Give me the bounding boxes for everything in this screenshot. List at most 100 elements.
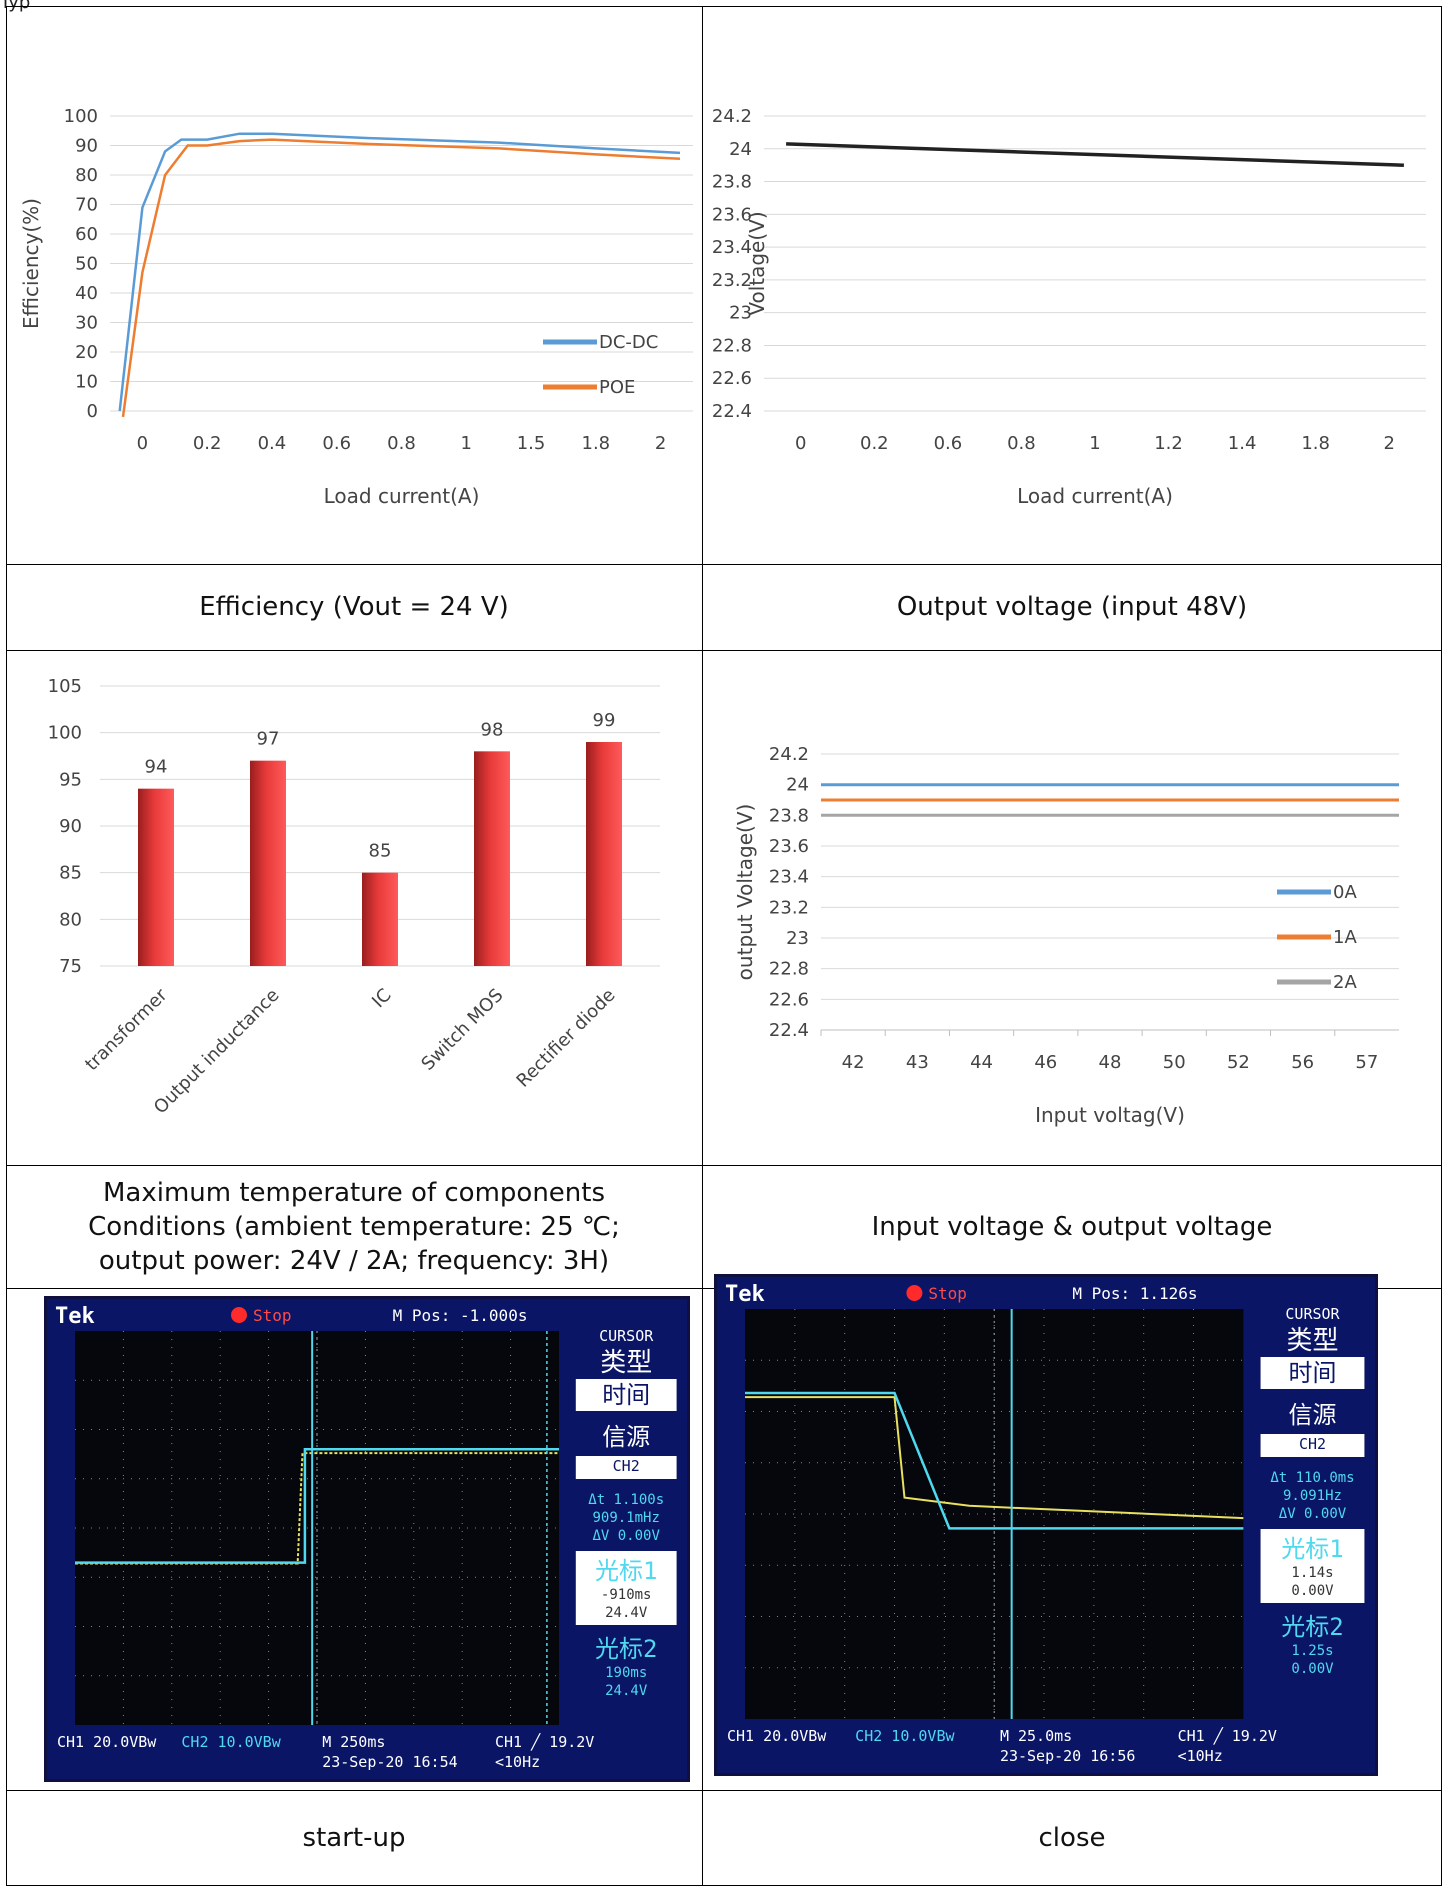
y-tick-label: 22.4 [769,1020,809,1041]
y-tick-label: 90 [59,816,82,837]
menu-type-label: 类型 [600,1348,652,1378]
menu-type-value: 时间 [1288,1359,1336,1387]
x-tick-label: 0 [795,433,806,454]
scope-state: Stop [928,1284,967,1303]
y-tick-label: 23.8 [712,172,752,193]
scope-mpos: M Pos: -1.000s [393,1306,528,1325]
ch1-scale: CH1 20.0VBw [727,1727,827,1745]
x-tick-label: 1 [1089,433,1100,454]
output-voltage-chart-cell: 22.4 22.6 22.8 23 23.2 23.4 23.6 23.8 24 24.2 0 0.2… [704,8,1440,562]
y-axis-label: output Voltage(V) [733,804,757,981]
y-tick-label: 80 [59,909,82,930]
cursor-delta-t: Δt 110.0ms [1270,1470,1354,1486]
menu-source-value-box [1260,1434,1365,1457]
menu-source-label: 信源 [1288,1401,1336,1429]
table-column-divider [702,6,703,1886]
y-tick-label: 105 [48,676,82,697]
y-tick-label: 10 [75,372,98,393]
legend-label: POE [599,377,635,398]
y-tick-label: 20 [75,342,98,363]
y-tick-label: 85 [59,863,82,884]
bar [250,760,286,966]
trigger-rate: <10Hz [1178,1747,1223,1765]
series-line-0 [118,132,681,412]
bar [362,872,398,966]
scope-date: 23-Sep-20 16:54 [322,1753,457,1771]
y-tick-label: 22.8 [712,335,752,356]
y-tick-label: 90 [75,136,98,157]
scope-mpos: M Pos: 1.126s [1072,1284,1197,1303]
x-tick-label: 50 [1163,1052,1186,1073]
legend-label: 0A [1333,882,1357,903]
y-tick-label: 100 [64,106,98,127]
table-row-divider [6,650,1442,651]
stop-indicator-icon [231,1307,247,1323]
x-tick-label: 42 [842,1052,865,1073]
scope-brand: Tek [55,1304,95,1329]
legend-label: DC-DC [599,332,658,353]
ch2-scale: CH2 10.0VBw [855,1727,955,1745]
trigger-rate: <10Hz [495,1753,540,1771]
scope-state: Stop [253,1306,292,1325]
x-tick-label: 52 [1227,1052,1250,1073]
results-table [6,6,1442,1886]
y-tick-label: 22.8 [769,959,809,980]
y-tick-label: 23.8 [769,805,809,826]
cursor1-label: 光标1 [1281,1535,1343,1563]
x-axis-label: Input voltag(V) [1035,1103,1185,1127]
x-tick-label: 1.5 [517,433,546,454]
cursor2-volt: 0.00V [1291,1661,1334,1677]
startup-scope-screen: Tek Stop M Pos: -1.000s CURSOR 类型 时间 信源 CH2 Δt 1… [44,1296,690,1782]
cursor2-volt: 24.4V [605,1683,648,1699]
ch1-scale: CH1 20.0VBw [57,1733,157,1751]
y-tick-label: 22.4 [712,401,752,422]
x-axis-label: Load current(A) [1017,484,1173,508]
x-tick-label: 0.2 [193,433,222,454]
cursor1-volt: 0.00V [1291,1583,1334,1599]
cursor2-time: 1.25s [1291,1643,1333,1659]
timebase: M 25.0ms [1000,1727,1072,1745]
temperature-chart-cell: 75 80 85 90 95 100 105 94 transformer 97 Output in… [8,652,700,1163]
ch1-trace [745,1396,1244,1520]
cursor1-box [1260,1529,1365,1603]
cursor2-label: 光标2 [595,1635,657,1663]
menu-source-value: CH2 [613,1457,640,1475]
y-tick-label: 22.6 [769,989,809,1010]
menu-type-value-box [575,1379,677,1411]
y-tick-label: 24 [729,139,752,160]
y-tick-label: 0 [87,401,98,422]
x-tick-label: 0.6 [322,433,351,454]
x-tick-label: 2 [1383,433,1394,454]
data-label: 98 [481,719,504,740]
scope-brand: Tek [725,1282,765,1307]
menu-source-value-box [575,1456,677,1479]
trigger: CH1 ╱ 19.2V [495,1733,594,1751]
scope-date: 23-Sep-20 16:56 [1000,1747,1135,1765]
y-tick-label: 23.2 [712,270,752,291]
x-tick-label: 0.6 [934,433,963,454]
y-tick-label: 23.4 [769,867,809,888]
caption-max-temperature: Maximum temperature of components Condit… [8,1167,700,1287]
caption-input-output: Input voltage & output voltage [871,1212,1273,1242]
caption-startup: start-up [302,1823,406,1853]
menu-title: CURSOR [599,1327,654,1345]
caption-output-voltage: Output voltage (input 48V) [896,592,1248,622]
cursor1-volt: 24.4V [605,1605,648,1621]
y-tick-label: 50 [75,254,98,275]
cursor1-time: -910ms [601,1587,652,1603]
bar [586,742,622,966]
bar [138,788,174,966]
menu-source-label: 信源 [602,1423,650,1451]
x-tick-label: 1.8 [1301,433,1330,454]
y-tick-label: 80 [75,165,98,186]
y-tick-label: 40 [75,283,98,304]
cursor-frequency: 909.1mHz [592,1510,659,1526]
y-tick-label: 24 [786,775,809,796]
x-tick-label: 56 [1291,1052,1314,1073]
y-axis-label: Voltage(V) [745,211,769,315]
x-tick-label: transformer [81,984,172,1075]
stop-indicator-icon [906,1285,923,1301]
efficiency-chart-cell: 0 10 20 30 40 50 60 70 80 90 100 0 0.2 0.4 0.6 0.8 1 1.5 1… [8,8,700,562]
